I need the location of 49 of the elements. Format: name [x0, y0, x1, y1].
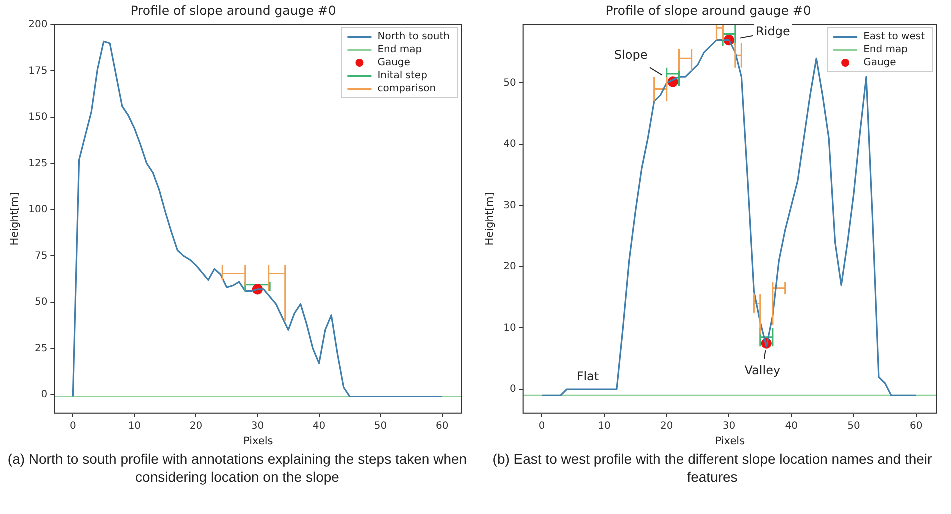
x-tick-label: 40	[785, 420, 798, 432]
text: (b) East to west profile with the different slope location names and their features	[492, 450, 934, 486]
x-tick-label: 40	[312, 420, 326, 432]
x-tick-label: 10	[598, 420, 611, 432]
y-tick-label: 10	[504, 322, 516, 334]
x-tick-label: 0	[70, 420, 76, 432]
annotation: Slope	[614, 48, 648, 62]
y-tick-label: 20	[504, 262, 516, 273]
x-tick-label: 10	[128, 420, 142, 432]
y-tick-label: 125	[28, 158, 48, 170]
y-tick-label: 0	[510, 384, 516, 396]
y-tick-label: 50	[504, 78, 516, 89]
annotation: Ridge	[756, 24, 790, 38]
y-tick-label: 0	[41, 390, 48, 400]
legend-label: North to south	[378, 32, 450, 43]
chart-title: Profile of slope around gauge #0	[606, 2, 812, 18]
x-tick-label: 20	[660, 420, 674, 432]
x-tick-label: 20	[190, 420, 203, 432]
y-tick-label: 40	[504, 139, 516, 150]
y-axis-title: Height[m]	[484, 192, 496, 246]
x-tick-label: 60	[436, 420, 449, 432]
x-tick-label: 30	[251, 420, 264, 432]
legend-label: Gauge	[378, 58, 410, 69]
x-tick-label: 50	[374, 420, 388, 432]
y-tick-label: 75	[34, 250, 48, 262]
legend-label: Gauge	[864, 58, 896, 69]
x-tick-label: 0	[538, 420, 546, 432]
y-tick-label: 200	[28, 20, 48, 31]
text: (a) North to south profile with annotations explaining the steps taken when considering location on the slope	[8, 450, 468, 486]
chart-title: Profile of slope around gauge #0	[130, 2, 336, 18]
legend-label: comparison	[378, 84, 436, 95]
y-tick-label: 100	[28, 204, 48, 216]
y-tick-label: 175	[28, 66, 48, 77]
y-tick-label: 50	[34, 297, 48, 308]
y-tick-label: 25	[34, 343, 48, 354]
annotation: Flat	[576, 370, 600, 384]
legend-label: Inital step	[378, 70, 428, 82]
x-tick-label: 60	[910, 420, 923, 432]
x-tick-label: 50	[848, 420, 860, 432]
y-axis-title: Height[m]	[9, 192, 22, 246]
legend-label: East to west	[864, 32, 926, 43]
x-tick-label: 30	[722, 420, 736, 432]
legend-label: End map	[864, 44, 908, 56]
y-tick-label: 30	[504, 200, 516, 212]
legend-label: End map	[378, 44, 422, 56]
x-axis-title: Pixels	[243, 435, 274, 448]
y-tick-label: 150	[28, 112, 48, 124]
annotation: Valley	[744, 364, 781, 378]
x-axis-title: Pixels	[715, 435, 746, 448]
